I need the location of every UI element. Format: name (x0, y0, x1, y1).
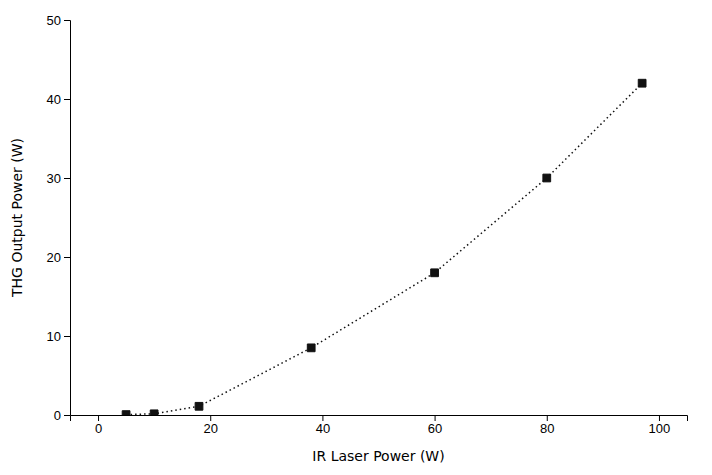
tick-label: 100 (649, 421, 671, 436)
tick-label: 0 (95, 421, 102, 436)
tick: 0 (95, 415, 102, 436)
x-axis-title: IR Laser Power (W) (312, 448, 444, 464)
tick-label: 30 (47, 171, 61, 186)
tick-mark (64, 99, 70, 100)
tick-mark (98, 415, 99, 421)
data-line (126, 83, 642, 414)
tick: 0 (54, 408, 70, 423)
tick-label: 10 (47, 329, 61, 344)
tick-mark (322, 415, 323, 421)
tick-label: 20 (203, 421, 217, 436)
chart-svg: 0 20 40 60 80 100 0 10 20 30 40 50 IR Laser Power (W… (0, 0, 712, 475)
tick: 20 (203, 415, 217, 436)
tick: 80 (540, 415, 554, 436)
tick-label: 0 (54, 408, 61, 423)
data-point (543, 174, 551, 182)
tick-label: 20 (47, 250, 61, 265)
chart-container: 0 20 40 60 80 100 0 10 20 30 40 50 IR Laser Power (W… (0, 0, 712, 475)
tick-mark (547, 415, 548, 421)
tick: 20 (47, 250, 70, 265)
data-point (431, 269, 439, 277)
tick: 40 (316, 415, 330, 436)
tick-mark (64, 178, 70, 179)
tick: 60 (428, 415, 442, 436)
tick-mark (435, 415, 436, 421)
tick: 10 (47, 329, 70, 344)
plot-root: 0 20 40 60 80 100 0 10 20 30 40 50 (47, 13, 688, 437)
marks (122, 79, 646, 415)
tick-label: 40 (316, 421, 330, 436)
tick-mark (64, 336, 70, 337)
tick-mark (210, 415, 211, 421)
tick-label: 40 (47, 92, 61, 107)
tick: 100 (649, 415, 671, 436)
data-point (195, 402, 203, 410)
tick-label: 60 (428, 421, 442, 436)
data-point (638, 79, 646, 87)
tick: 30 (47, 171, 70, 186)
tick: 40 (47, 92, 70, 107)
tick-label: 80 (540, 421, 554, 436)
tick: 50 (47, 13, 70, 28)
y-axis: 0 10 20 30 40 50 (47, 13, 71, 423)
axis-line (71, 416, 688, 422)
tick-mark (64, 257, 70, 258)
axis-line (64, 21, 71, 416)
data-point (307, 344, 315, 352)
tick-mark (659, 415, 660, 421)
x-axis: 0 20 40 60 80 100 (71, 415, 688, 436)
y-axis-title: THG Output Power (W) (9, 138, 25, 298)
tick-mark (64, 415, 70, 416)
data-point (150, 410, 158, 415)
tick-label: 50 (47, 13, 61, 28)
tick-mark (64, 20, 70, 21)
data-point (122, 411, 130, 415)
